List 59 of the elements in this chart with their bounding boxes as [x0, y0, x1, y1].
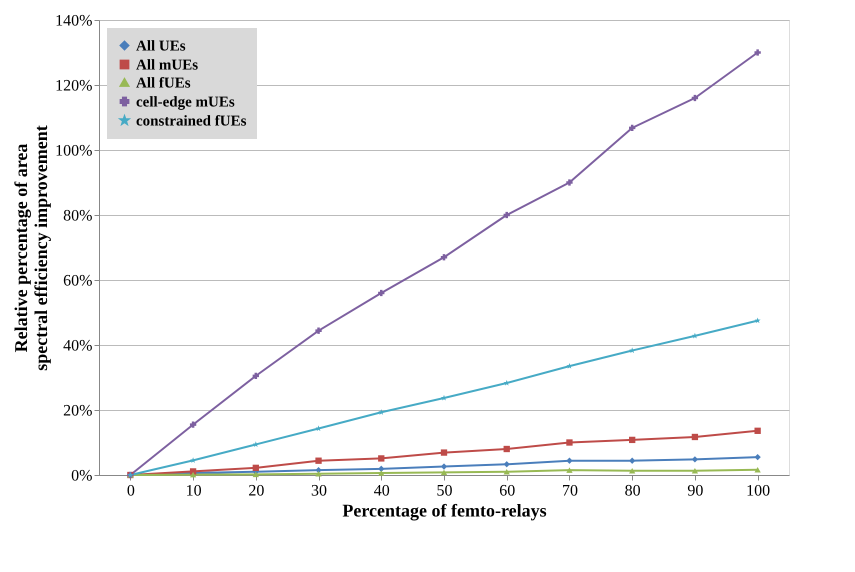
point [629, 468, 636, 474]
y-tick-label: 20% [63, 402, 92, 420]
y-tick-label: 120% [55, 78, 92, 94]
point [440, 470, 448, 476]
point [440, 449, 448, 456]
point [754, 467, 761, 473]
x-tick-label: 90 [687, 482, 704, 500]
y-tick-label: 100% [55, 142, 92, 160]
y-tick-label: 0% [71, 468, 92, 484]
point [566, 439, 573, 446]
legend-label: cell-edge mUEs [136, 94, 235, 110]
point [629, 436, 636, 444]
y-axis-title: Relative percentage of area spectral efficiency improvement [11, 125, 52, 371]
point [754, 428, 761, 434]
y-tick-label: 80% [63, 208, 92, 224]
x-tick-label: 40 [374, 482, 390, 500]
point [315, 328, 322, 334]
x-tick-label: 80 [624, 482, 641, 500]
point [504, 469, 510, 474]
point [692, 94, 698, 102]
y-tick-label: 40% [63, 338, 92, 354]
point [440, 254, 448, 260]
legend-label: All UEs [136, 38, 186, 54]
x-tick-label: 30 [311, 482, 328, 500]
point [754, 49, 761, 56]
y-tick-label: 60% [63, 272, 92, 290]
point [315, 458, 322, 464]
y-tick-label: 140% [55, 12, 92, 30]
point [378, 455, 384, 462]
point [504, 446, 510, 452]
point [629, 124, 636, 132]
x-axis-title: Percentage of femto-relays [342, 500, 547, 520]
point [754, 454, 761, 460]
legend-label: All mUEs [136, 58, 198, 74]
point [692, 456, 698, 463]
point [252, 472, 259, 478]
point [692, 434, 698, 440]
point [252, 372, 259, 380]
point [440, 463, 448, 470]
point [190, 421, 196, 428]
point [566, 458, 573, 464]
legend-label: constrained fUEs [136, 114, 247, 130]
point [378, 470, 384, 476]
point [252, 464, 259, 472]
x-tick-label: 70 [562, 482, 578, 500]
x-tick-label: 60 [499, 482, 516, 500]
point [504, 212, 510, 218]
x-tick-label: 20 [248, 482, 264, 500]
point [566, 179, 573, 186]
legend-label: All fUEs [136, 76, 191, 92]
point [566, 467, 573, 473]
point [692, 468, 698, 474]
x-tick-label: 10 [186, 482, 202, 500]
point [315, 470, 322, 476]
point [754, 317, 761, 324]
x-tick-label: 50 [436, 482, 452, 500]
x-tick-label: 0 [126, 482, 135, 500]
point [378, 290, 384, 296]
x-tick-label: 100 [746, 482, 770, 500]
